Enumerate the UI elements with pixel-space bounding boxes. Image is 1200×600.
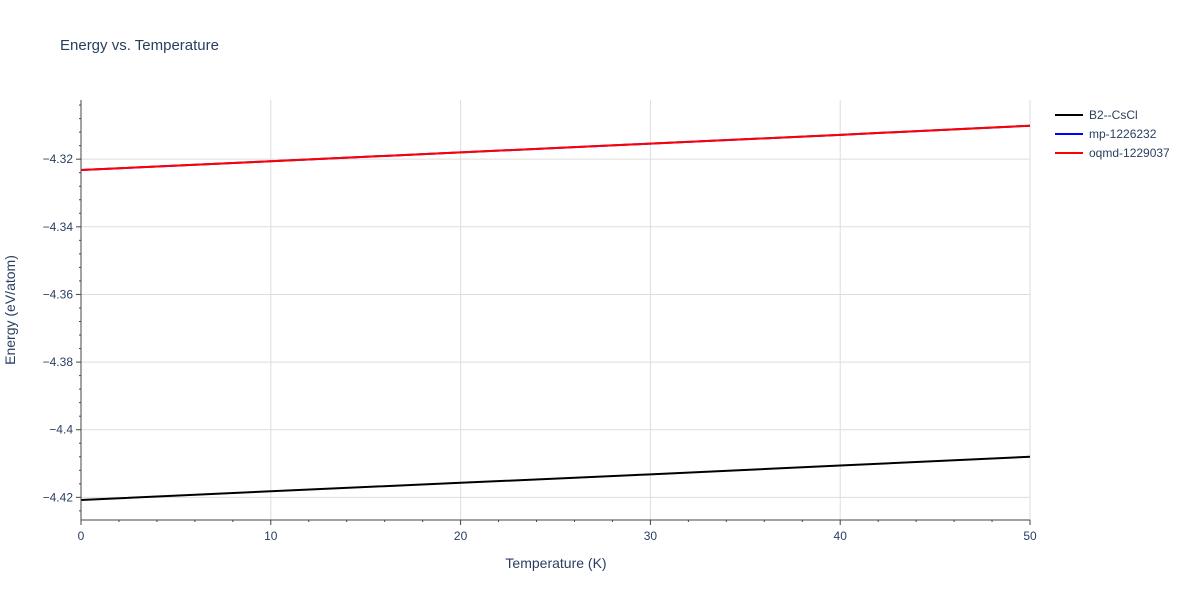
legend[interactable]: B2--CsCl mp-1226232 oqmd-1229037 (1055, 108, 1170, 160)
x-tick-label: 50 (1023, 529, 1037, 543)
chart-title: Energy vs. Temperature (60, 37, 219, 54)
x-tick-label: 40 (834, 529, 848, 543)
y-tick-label: −4.34 (43, 220, 74, 234)
series-line-oqmd-1229037 (80, 124, 1031, 171)
legend-label: B2--CsCl (1089, 108, 1138, 122)
x-tick-label: 30 (644, 529, 658, 543)
legend-item-b2-cscl[interactable]: B2--CsCl (1055, 108, 1138, 122)
y-tick-label: −4.4 (49, 423, 73, 437)
x-tick-label: 10 (264, 529, 278, 543)
y-tick-label: −4.36 (43, 287, 74, 301)
y-tick-label: −4.32 (43, 152, 74, 166)
series-line-b2-cscl (80, 455, 1031, 502)
legend-item-oqmd-1229037[interactable]: oqmd-1229037 (1055, 146, 1170, 160)
legend-label: mp-1226232 (1089, 127, 1157, 141)
y-axis-title: Energy (eV/atom) (2, 255, 18, 365)
y-tick-label: −4.38 (43, 355, 74, 369)
x-tick-label: 0 (78, 529, 85, 543)
axes-layer: 0 10 20 30 40 50 −4.42 −4.4 −4.38 −4.36 −4.34 −4.32 (43, 100, 1037, 543)
series-layer (80, 124, 1031, 502)
legend-item-mp-1226232[interactable]: mp-1226232 (1055, 127, 1157, 141)
y-tick-label: −4.42 (43, 490, 74, 504)
x-axis-title: Temperature (K) (505, 555, 606, 571)
legend-label: oqmd-1229037 (1089, 146, 1170, 160)
x-tick-label: 20 (454, 529, 468, 543)
grid-layer (81, 100, 1031, 520)
